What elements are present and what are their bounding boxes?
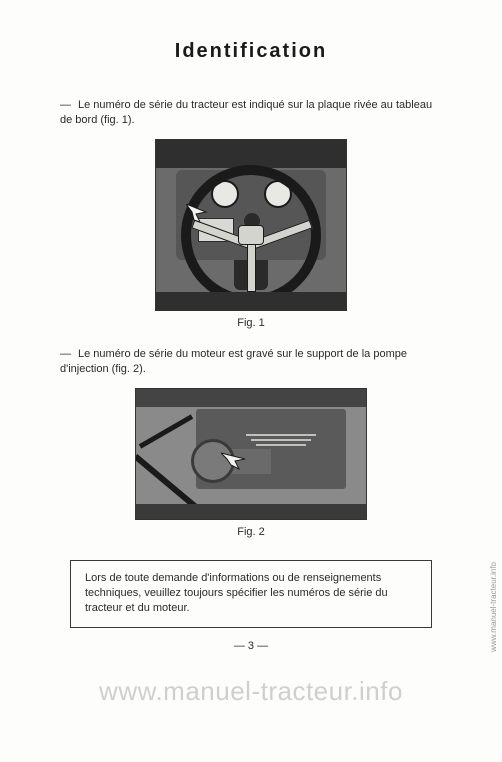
document-page: Identification —Le numéro de série du tr… (0, 0, 502, 762)
figure-2-caption: Fig. 2 (60, 526, 442, 538)
fig2-top-shade (136, 389, 366, 407)
page-number: — 3 — (60, 640, 442, 652)
fig1-bottom-shade (156, 292, 346, 310)
side-watermark-text: www.manuel-tracteur.info (489, 562, 498, 652)
paragraph-1: —Le numéro de série du tracteur est indi… (60, 98, 442, 129)
paragraph-1-text: Le numéro de série du tracteur est indiq… (60, 99, 432, 126)
pipe-2-icon (251, 439, 311, 441)
dash-1: — (60, 98, 78, 113)
notice-box: Lors de toute demande d'informations ou … (70, 560, 432, 628)
figure-2-wrap: Fig. 2 (60, 388, 442, 538)
wheel-hub-icon (238, 225, 264, 245)
figure-1-caption: Fig. 1 (60, 317, 442, 329)
fig2-bottom-shade (136, 504, 366, 519)
figure-1-wrap: Fig. 1 (60, 139, 442, 329)
frame-bar-icon (135, 454, 199, 510)
fig1-top-shade (156, 140, 346, 168)
dash-2: — (60, 347, 78, 362)
watermark-text: www.manuel-tracteur.info (0, 676, 502, 707)
pointer-arrow-icon (186, 204, 212, 224)
figure-2 (135, 388, 367, 520)
figure-1 (155, 139, 347, 311)
pipe-3-icon (256, 444, 306, 446)
pipe-1-icon (246, 434, 316, 436)
pointer-arrow-2-icon (221, 449, 251, 471)
paragraph-2-text: Le numéro de série du moteur est gravé s… (60, 348, 407, 375)
paragraph-2: —Le numéro de série du moteur est gravé … (60, 347, 442, 378)
page-title: Identification (60, 40, 442, 63)
frame-bar-2-icon (139, 414, 193, 448)
